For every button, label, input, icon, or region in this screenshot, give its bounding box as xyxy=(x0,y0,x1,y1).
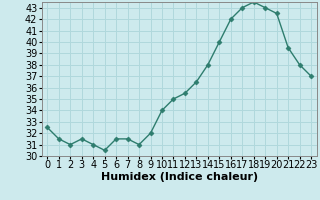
X-axis label: Humidex (Indice chaleur): Humidex (Indice chaleur) xyxy=(100,172,258,182)
